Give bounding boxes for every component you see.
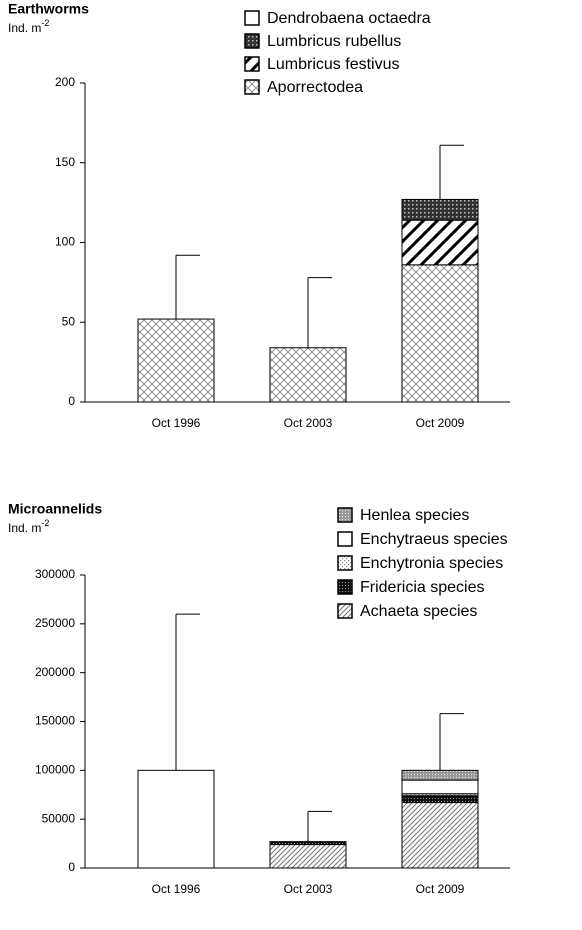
legend-swatch bbox=[337, 603, 353, 619]
y-tick-label: 0 bbox=[68, 860, 75, 874]
error-bar bbox=[439, 713, 464, 771]
bar-segment bbox=[401, 802, 479, 869]
error-bar bbox=[175, 254, 200, 320]
y-axis-label-main: Ind. m bbox=[8, 21, 41, 35]
legend-swatch bbox=[244, 10, 260, 26]
legend-label: Henlea species bbox=[360, 507, 469, 524]
legend-swatch bbox=[337, 531, 353, 547]
legend-label: Enchytronia species bbox=[360, 555, 503, 572]
bar-segment bbox=[401, 795, 479, 804]
y-tick-label: 250000 bbox=[35, 616, 75, 630]
y-axis-label-sup: -2 bbox=[41, 518, 49, 528]
error-bar bbox=[307, 277, 332, 348]
bar-segment bbox=[401, 769, 479, 781]
bar-segment bbox=[401, 779, 479, 795]
y-axis-label-main: Ind. m bbox=[8, 521, 41, 535]
chart-title: Microannelids bbox=[8, 501, 102, 517]
y-tick-label: 100 bbox=[55, 235, 75, 249]
error-bar bbox=[307, 810, 332, 842]
error-bar bbox=[439, 144, 464, 200]
legend-label: Enchytraeus species bbox=[360, 531, 508, 548]
legend-label: Lumbricus festivus bbox=[267, 56, 400, 73]
y-tick-label: 200000 bbox=[35, 665, 75, 679]
legend-label: Aporrectodea bbox=[267, 79, 363, 96]
chart-title: Earthworms bbox=[8, 1, 89, 17]
legend-swatch bbox=[244, 33, 260, 49]
legend-label: Lumbricus rubellus bbox=[267, 33, 401, 50]
legend-swatch bbox=[244, 56, 260, 72]
y-axis-label: Ind. m-2 bbox=[8, 518, 49, 535]
bar-segment bbox=[269, 844, 347, 869]
legend-swatch bbox=[337, 579, 353, 595]
y-tick-label: 100000 bbox=[35, 763, 75, 777]
legend-label: Fridericia species bbox=[360, 579, 484, 596]
legend-label: Dendrobaena octaedra bbox=[267, 10, 431, 27]
bar-segment bbox=[401, 219, 479, 266]
y-tick-label: 150000 bbox=[35, 714, 75, 728]
x-tick-label: Oct 1996 bbox=[152, 882, 201, 896]
error-bar bbox=[175, 613, 200, 771]
y-axis-label: Ind. m-2 bbox=[8, 18, 49, 35]
y-tick-label: 50000 bbox=[42, 811, 76, 825]
legend-swatch bbox=[337, 555, 353, 571]
bar-segment bbox=[137, 769, 215, 869]
y-tick-label: 150 bbox=[55, 155, 75, 169]
legend-label: Achaeta species bbox=[360, 603, 477, 620]
x-tick-label: Oct 2009 bbox=[416, 416, 465, 430]
legend-swatch bbox=[337, 507, 353, 523]
x-tick-label: Oct 2003 bbox=[284, 416, 333, 430]
legend-swatch bbox=[244, 79, 260, 95]
bar-segment bbox=[269, 347, 347, 403]
x-tick-label: Oct 1996 bbox=[152, 416, 201, 430]
bar-segment bbox=[269, 841, 347, 846]
y-tick-label: 0 bbox=[68, 394, 75, 408]
bar-segment bbox=[137, 318, 215, 403]
y-axis-label-sup: -2 bbox=[41, 18, 49, 28]
x-tick-label: Oct 2003 bbox=[284, 882, 333, 896]
bar-segment bbox=[401, 198, 479, 221]
y-tick-label: 50 bbox=[62, 314, 76, 328]
y-tick-label: 300000 bbox=[35, 567, 75, 581]
y-tick-label: 200 bbox=[55, 75, 75, 89]
bar-segment bbox=[401, 264, 479, 403]
x-tick-label: Oct 2009 bbox=[416, 882, 465, 896]
